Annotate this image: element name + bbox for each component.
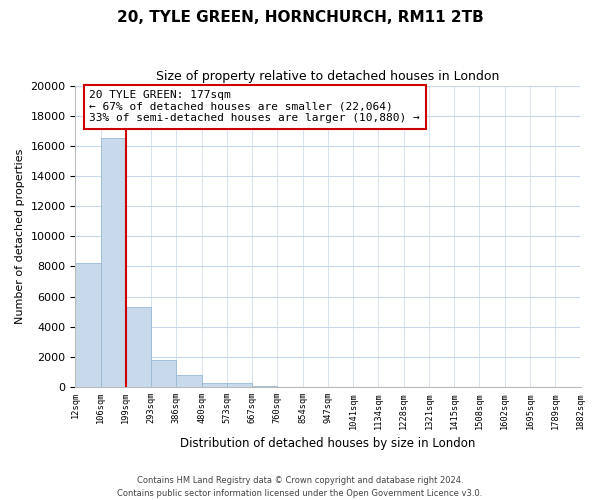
Title: Size of property relative to detached houses in London: Size of property relative to detached ho… — [156, 70, 500, 83]
Text: Contains HM Land Registry data © Crown copyright and database right 2024.
Contai: Contains HM Land Registry data © Crown c… — [118, 476, 482, 498]
Bar — [101, 138, 126, 387]
X-axis label: Distribution of detached houses by size in London: Distribution of detached houses by size … — [180, 437, 476, 450]
Bar — [151, 360, 176, 387]
Y-axis label: Number of detached properties: Number of detached properties — [15, 148, 25, 324]
Bar — [227, 382, 252, 387]
Text: 20 TYLE GREEN: 177sqm
← 67% of detached houses are smaller (22,064)
33% of semi-: 20 TYLE GREEN: 177sqm ← 67% of detached … — [89, 90, 420, 124]
Bar — [126, 307, 151, 387]
Bar — [252, 386, 277, 387]
Text: 20, TYLE GREEN, HORNCHURCH, RM11 2TB: 20, TYLE GREEN, HORNCHURCH, RM11 2TB — [116, 10, 484, 25]
Bar — [202, 382, 227, 387]
Bar — [76, 264, 101, 387]
Bar — [176, 375, 202, 387]
